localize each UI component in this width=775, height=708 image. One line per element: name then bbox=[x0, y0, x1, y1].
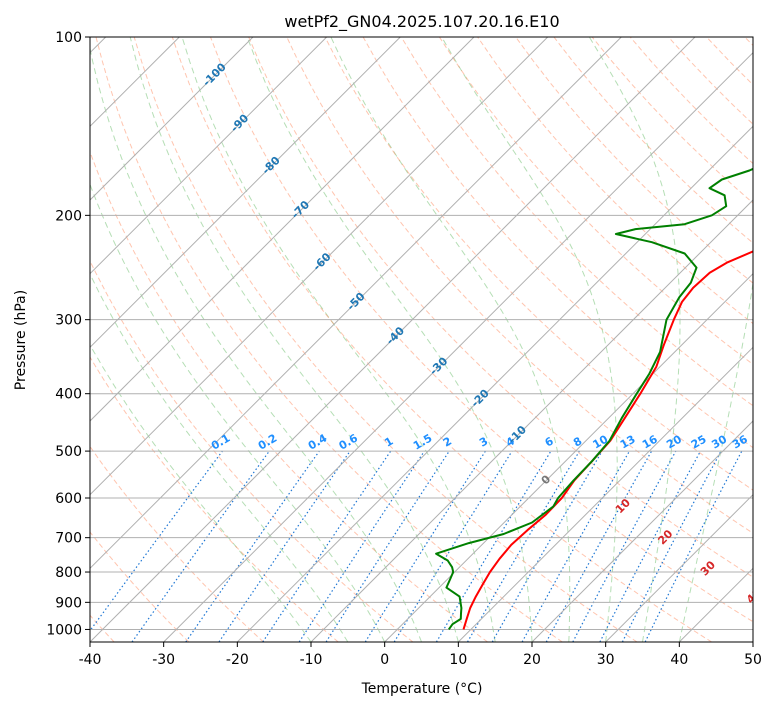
moist-adiabat bbox=[246, 37, 533, 642]
x-tick-label: 10 bbox=[449, 652, 467, 668]
x-tick-label: -30 bbox=[152, 652, 175, 668]
y-tick-label: 400 bbox=[55, 387, 82, 403]
dry-adiabat bbox=[90, 150, 488, 642]
mixing-ratio-line bbox=[572, 450, 677, 642]
isotherm-line bbox=[90, 37, 475, 422]
y-tick-label: 600 bbox=[55, 491, 82, 507]
x-axis-ticks: -40 -30 -20 -10 0 10 20 30 40 50 bbox=[79, 642, 762, 668]
moist-adiabat bbox=[678, 280, 753, 642]
mixing-ratio-lines bbox=[90, 450, 743, 642]
sounding-series bbox=[435, 167, 753, 630]
y-tick-label: 300 bbox=[55, 313, 82, 329]
dry-adiabat bbox=[400, 37, 753, 407]
x-axis-label: Temperature (°C) bbox=[361, 681, 483, 697]
y-axis-ticks: 1000 900 800 700 600 500 400 300 200 100 bbox=[46, 30, 90, 638]
mixing-ratio-line bbox=[393, 450, 513, 642]
isotherm-line bbox=[90, 37, 549, 496]
dry-adiabat bbox=[248, 37, 753, 578]
isotherm-line bbox=[384, 272, 753, 642]
mixing-ratio-line bbox=[262, 450, 392, 642]
dry-adiabat bbox=[90, 356, 339, 642]
isotherm-line bbox=[605, 493, 753, 642]
x-tick-label: 0 bbox=[380, 652, 389, 668]
y-axis-label: Pressure (hPa) bbox=[13, 290, 29, 390]
dry-adiabat bbox=[133, 37, 638, 642]
x-tick-label: 40 bbox=[670, 652, 688, 668]
x-tick-label: 50 bbox=[744, 652, 762, 668]
moist-adiabat bbox=[441, 37, 618, 642]
dry-adiabat bbox=[210, 37, 753, 623]
dry-adiabat bbox=[438, 37, 753, 366]
moist-adiabat bbox=[588, 37, 681, 642]
moist-adiabat bbox=[90, 272, 349, 642]
moist-adiabat bbox=[181, 37, 496, 642]
y-tick-label: 800 bbox=[55, 565, 82, 581]
mixing-ratio-line bbox=[325, 450, 450, 642]
x-tick-label: -10 bbox=[300, 652, 323, 668]
dry-adiabat bbox=[324, 37, 753, 491]
moist-adiabat-label: 40 bbox=[744, 586, 764, 606]
y-tick-label: 100 bbox=[55, 30, 82, 46]
isotherm-line bbox=[163, 51, 753, 642]
mixing-ratio-line bbox=[298, 450, 425, 642]
isotherm-line bbox=[457, 346, 753, 642]
isotherm-line bbox=[90, 37, 622, 570]
x-tick-label: 20 bbox=[523, 652, 541, 668]
mixing-ratio-line bbox=[218, 450, 351, 642]
isotherm-line bbox=[90, 37, 254, 201]
isobar-gridlines bbox=[90, 37, 753, 630]
chart-title: wetPf2_GN04.2025.107.20.16.E10 bbox=[284, 12, 559, 32]
moist-adiabat bbox=[90, 182, 386, 642]
moist-adiabat bbox=[330, 37, 571, 642]
dry-adiabat bbox=[90, 531, 190, 642]
y-tick-label: 500 bbox=[55, 444, 82, 460]
temperature-line bbox=[462, 250, 753, 630]
y-tick-label: 200 bbox=[55, 208, 82, 224]
dry-adiabat bbox=[171, 37, 712, 642]
isotherm-line bbox=[236, 125, 753, 642]
mixing-ratio-line bbox=[521, 450, 631, 642]
isotherm-line bbox=[531, 420, 753, 642]
y-tick-label: 900 bbox=[55, 595, 82, 611]
x-tick-label: 30 bbox=[597, 652, 615, 668]
mixing-ratio-line bbox=[185, 450, 320, 642]
dry-adiabat bbox=[515, 37, 753, 284]
x-tick-label: -40 bbox=[79, 652, 102, 668]
mixing-ratio-line bbox=[90, 450, 223, 632]
moist-adiabat bbox=[129, 37, 459, 642]
isotherm-line bbox=[310, 199, 753, 642]
dry-adiabat bbox=[95, 37, 563, 642]
mixing-ratio-line bbox=[545, 450, 653, 642]
plot-frame bbox=[89, 36, 754, 643]
isotherm-gridlines bbox=[90, 37, 753, 642]
mixing-ratio-line bbox=[131, 450, 270, 642]
dry-adiabat bbox=[90, 445, 264, 642]
mixing-ratio-line bbox=[644, 450, 743, 642]
dewpoint-line bbox=[435, 167, 753, 630]
dry-adiabats bbox=[90, 37, 753, 642]
isotherm-line bbox=[90, 37, 696, 642]
x-tick-label: -20 bbox=[226, 652, 249, 668]
isotherm-line bbox=[90, 37, 328, 275]
isotherm-line bbox=[90, 37, 401, 349]
y-tick-label: 1000 bbox=[46, 622, 82, 638]
y-tick-label: 700 bbox=[55, 531, 82, 547]
moist-adiabat bbox=[90, 46, 422, 642]
